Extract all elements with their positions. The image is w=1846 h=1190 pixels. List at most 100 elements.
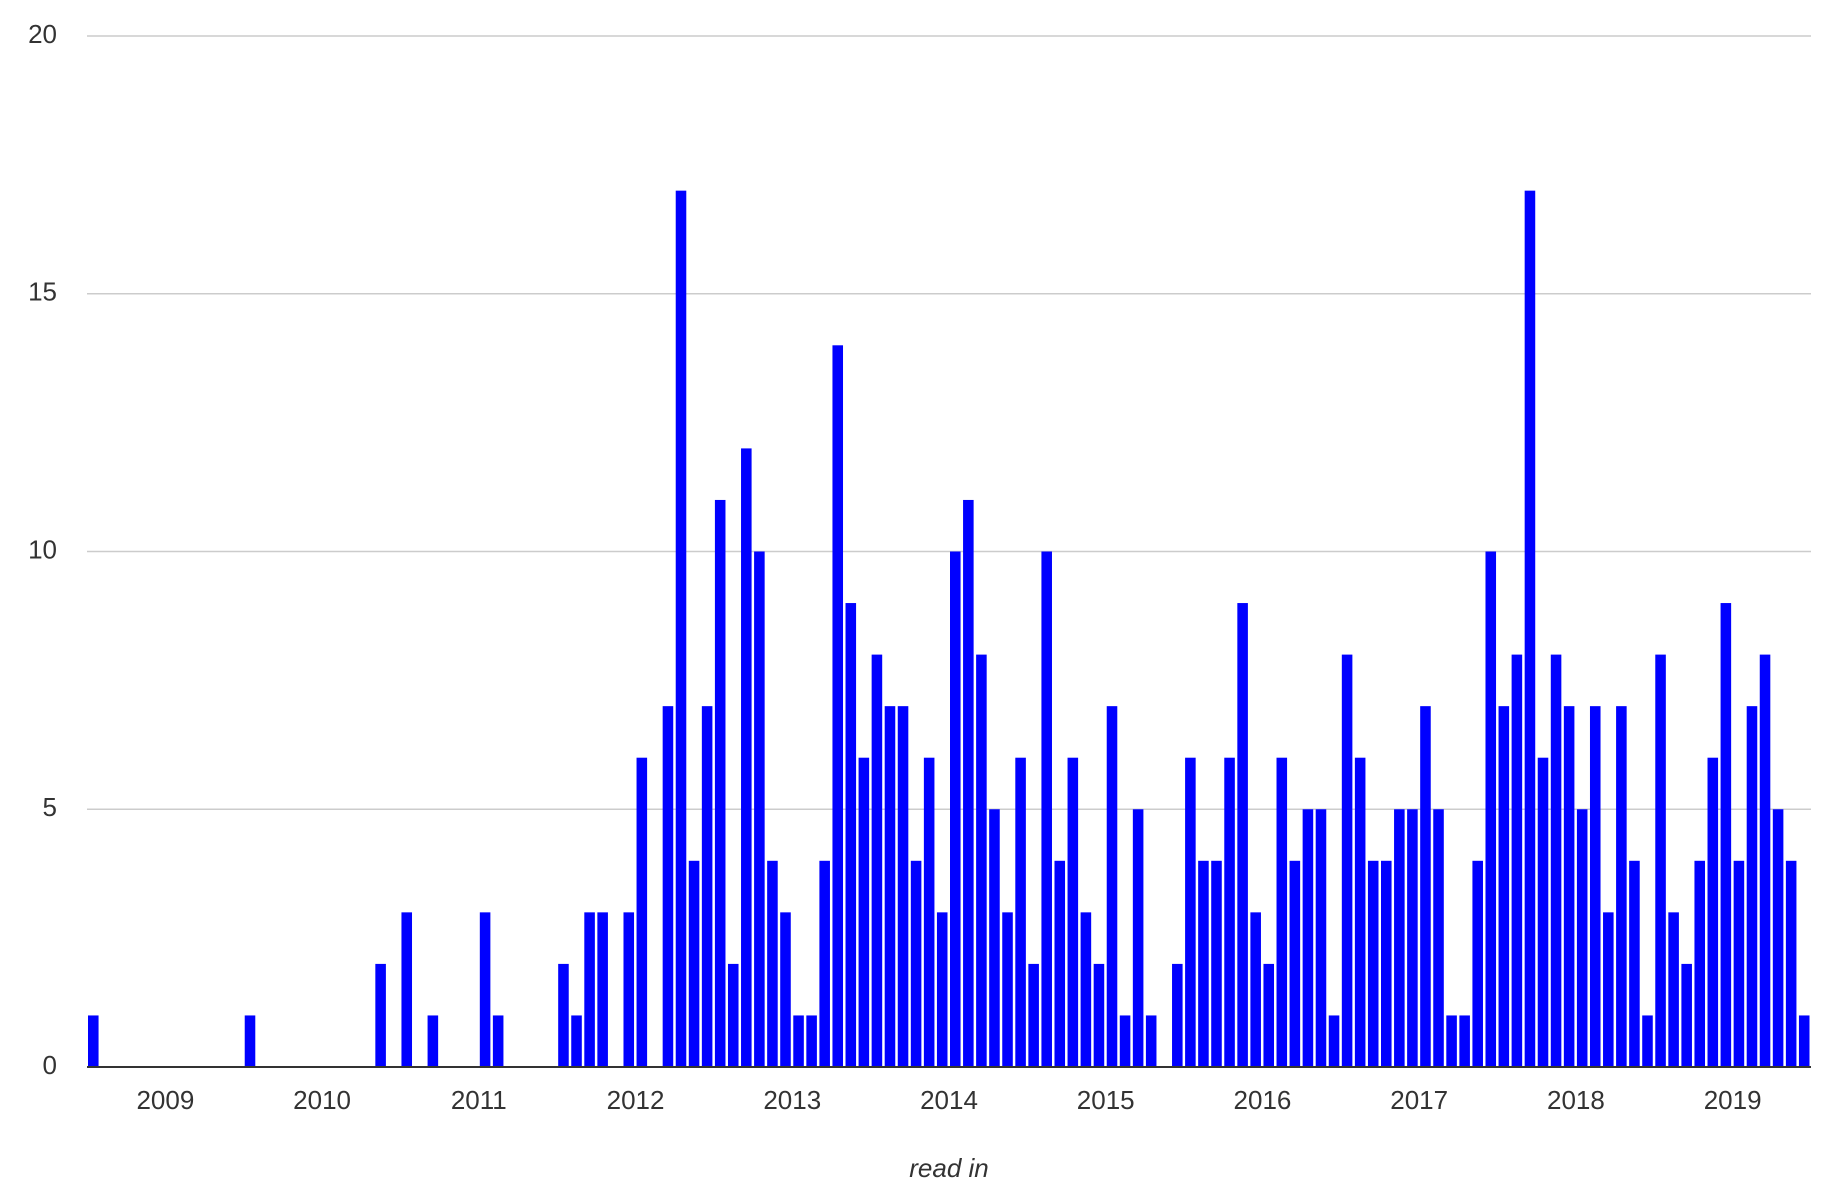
bar xyxy=(1198,860,1209,1067)
x-tick-label: 2016 xyxy=(1234,1085,1292,1115)
bar xyxy=(1185,757,1196,1067)
x-tick-label: 2013 xyxy=(763,1085,821,1115)
bar xyxy=(1589,706,1601,1067)
bar xyxy=(910,860,922,1067)
bar xyxy=(936,912,948,1067)
bar xyxy=(989,809,1000,1067)
y-tick-label: 5 xyxy=(43,792,57,822)
bar xyxy=(1759,654,1771,1067)
bar xyxy=(1224,757,1235,1067)
x-tick-label: 2015 xyxy=(1077,1085,1135,1115)
bar xyxy=(1394,809,1405,1067)
bar xyxy=(88,1015,99,1067)
bar xyxy=(1603,912,1614,1067)
bar xyxy=(950,551,961,1067)
bar xyxy=(1616,706,1627,1067)
bar xyxy=(1354,757,1366,1067)
bar xyxy=(571,1015,582,1067)
bar xyxy=(1681,963,1692,1067)
bar xyxy=(701,706,713,1067)
bar xyxy=(819,860,830,1067)
x-tick-label: 2014 xyxy=(920,1085,978,1115)
bar xyxy=(688,860,700,1067)
bar xyxy=(1498,706,1510,1067)
bar xyxy=(1289,860,1301,1067)
bar xyxy=(1576,809,1588,1067)
x-tick-label: 2012 xyxy=(607,1085,665,1115)
bar xyxy=(963,499,974,1067)
x-tick-label: 2009 xyxy=(136,1085,194,1115)
x-tick-label: 2017 xyxy=(1390,1085,1448,1115)
x-tick-label: 2018 xyxy=(1547,1085,1605,1115)
bar xyxy=(1080,912,1092,1067)
x-tick-label: 2011 xyxy=(451,1085,507,1115)
bar xyxy=(1145,1015,1157,1067)
y-tick-label: 10 xyxy=(28,534,57,564)
bar xyxy=(636,757,648,1067)
bar xyxy=(1041,551,1052,1067)
bar xyxy=(427,1015,439,1067)
bar xyxy=(1798,1015,1810,1067)
bar xyxy=(976,654,987,1067)
bar xyxy=(1629,860,1640,1067)
bar xyxy=(492,1015,504,1067)
bar xyxy=(584,912,595,1067)
bar xyxy=(1381,860,1392,1067)
bar xyxy=(479,912,491,1067)
bar xyxy=(897,706,909,1067)
bar xyxy=(1446,1015,1457,1067)
bar xyxy=(675,190,687,1067)
bar xyxy=(1328,1015,1340,1067)
bar xyxy=(741,448,752,1067)
bar xyxy=(754,551,765,1067)
bar xyxy=(727,963,739,1067)
bar xyxy=(1668,912,1679,1067)
bar xyxy=(1733,860,1745,1067)
y-tick-label: 0 xyxy=(43,1050,57,1080)
bar xyxy=(1067,757,1079,1067)
bar xyxy=(558,963,569,1067)
bar xyxy=(1459,1015,1470,1067)
bar xyxy=(1694,860,1706,1067)
bar xyxy=(1407,809,1418,1067)
bar xyxy=(1707,757,1719,1067)
bar xyxy=(845,603,857,1067)
bar xyxy=(1015,757,1026,1067)
bar xyxy=(923,757,935,1067)
bar xyxy=(1655,654,1666,1067)
bar xyxy=(1315,809,1327,1067)
bar xyxy=(662,706,674,1067)
y-tick-label: 15 xyxy=(28,277,57,307)
bar xyxy=(806,1015,817,1067)
bar xyxy=(1341,654,1353,1067)
bar xyxy=(793,1015,804,1067)
bar xyxy=(884,706,896,1067)
x-tick-label: 2010 xyxy=(293,1085,351,1115)
bar xyxy=(1563,706,1575,1067)
bar xyxy=(1785,860,1797,1067)
bar xyxy=(858,757,870,1067)
bar xyxy=(1093,963,1105,1067)
bar xyxy=(1642,1015,1653,1067)
bar xyxy=(244,1015,256,1067)
bar xyxy=(767,860,778,1067)
bar xyxy=(1237,603,1248,1067)
x-axis-title: read in xyxy=(909,1153,989,1183)
bar xyxy=(714,499,726,1067)
bar xyxy=(1720,603,1732,1067)
bar xyxy=(1002,912,1013,1067)
bar xyxy=(375,963,386,1067)
bar xyxy=(1211,860,1222,1067)
bar xyxy=(1302,809,1314,1067)
x-tick-label: 2019 xyxy=(1704,1085,1762,1115)
bar xyxy=(1054,860,1066,1067)
bar xyxy=(1550,654,1562,1067)
bar xyxy=(1472,860,1483,1067)
bar xyxy=(1420,706,1431,1067)
bar xyxy=(623,912,635,1067)
bar xyxy=(597,912,608,1067)
bar xyxy=(1485,551,1497,1067)
bar xyxy=(1772,809,1784,1067)
bar xyxy=(1524,190,1536,1067)
